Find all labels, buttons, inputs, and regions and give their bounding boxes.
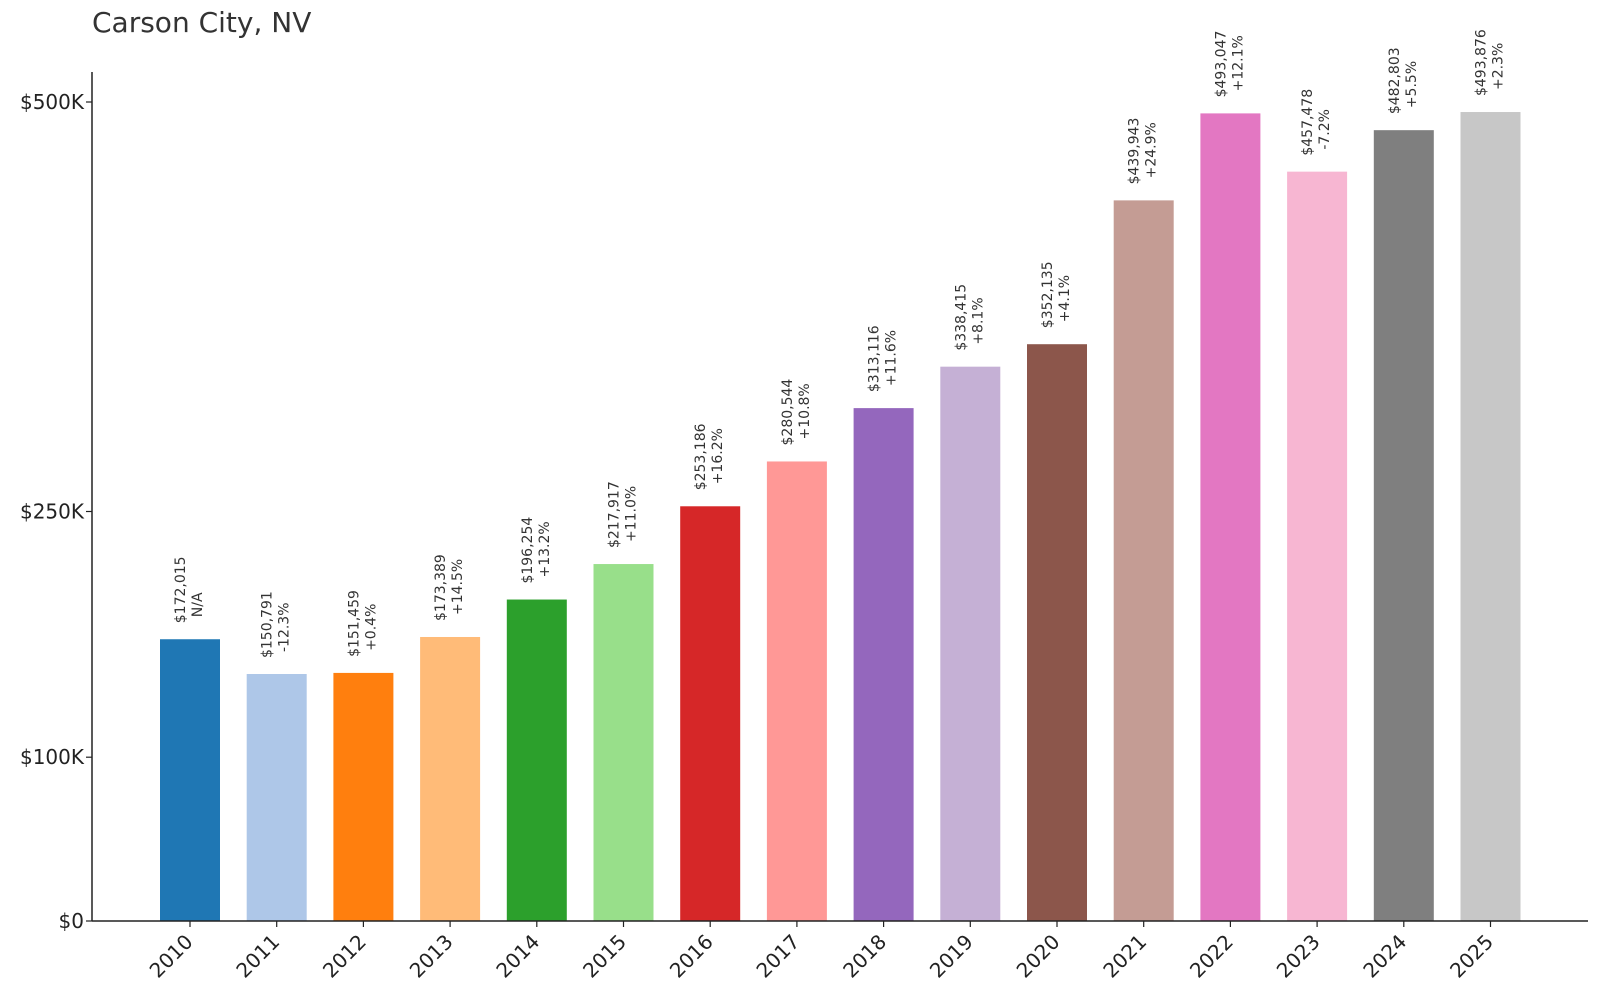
bar-2023 bbox=[1287, 171, 1348, 922]
change-label: +10.8% bbox=[797, 383, 813, 439]
value-label: $150,791 bbox=[260, 591, 276, 658]
bar-2014 bbox=[506, 599, 567, 921]
change-label: +16.2% bbox=[710, 428, 726, 484]
bar-2013 bbox=[420, 636, 481, 921]
value-label: $151,459 bbox=[346, 590, 362, 657]
value-label: $313,116 bbox=[867, 325, 883, 392]
bar-2017 bbox=[766, 461, 827, 921]
change-label: +11.0% bbox=[624, 486, 640, 542]
x-tick-label: 2022 bbox=[1185, 930, 1238, 983]
value-label: $196,254 bbox=[520, 517, 536, 584]
x-tick-label: 2012 bbox=[318, 930, 371, 983]
value-label: $493,876 bbox=[1474, 29, 1490, 96]
change-label: -7.2% bbox=[1317, 109, 1333, 150]
bar-2010 bbox=[160, 639, 220, 921]
value-label: $172,015 bbox=[173, 556, 189, 623]
change-label: +11.6% bbox=[884, 330, 900, 386]
value-label: $253,186 bbox=[693, 423, 709, 490]
change-label: +5.5% bbox=[1404, 61, 1420, 108]
y-tick-label: $100K bbox=[20, 745, 85, 769]
value-label: $493,047 bbox=[1213, 31, 1229, 98]
x-tick-label: 2011 bbox=[231, 930, 284, 983]
y-tick-label: $500K bbox=[20, 90, 85, 114]
x-tick-label: 2021 bbox=[1098, 930, 1151, 983]
x-tick-label: 2019 bbox=[925, 930, 978, 983]
x-tick-label: 2023 bbox=[1272, 930, 1325, 983]
bar-2015 bbox=[593, 564, 654, 921]
value-label: $280,544 bbox=[780, 379, 796, 446]
value-label: $482,803 bbox=[1387, 47, 1403, 114]
bar-2024 bbox=[1373, 130, 1434, 921]
value-label: $352,135 bbox=[1040, 261, 1056, 328]
change-label: -12.3% bbox=[277, 602, 293, 652]
bar-2018 bbox=[853, 408, 914, 922]
chart-title: Carson City, NV bbox=[92, 6, 312, 39]
y-tick-label: $0 bbox=[59, 909, 84, 933]
change-label: +2.3% bbox=[1491, 43, 1507, 90]
change-label: +8.1% bbox=[970, 297, 986, 344]
bar-2020 bbox=[1027, 344, 1087, 921]
value-label: $457,478 bbox=[1300, 89, 1316, 156]
x-tick-label: 2018 bbox=[838, 930, 891, 983]
change-label: +13.2% bbox=[537, 521, 553, 577]
x-tick-label: 2020 bbox=[1012, 930, 1065, 983]
change-label: +24.9% bbox=[1144, 122, 1160, 178]
x-tick-label: 2014 bbox=[491, 930, 544, 983]
value-label: $217,917 bbox=[607, 481, 623, 548]
bar-2011 bbox=[246, 674, 307, 921]
bar-2019 bbox=[940, 366, 1001, 921]
change-label: +0.4% bbox=[363, 604, 379, 651]
bar-2012 bbox=[333, 672, 394, 921]
change-label: +4.1% bbox=[1057, 275, 1073, 322]
x-tick-label: 2024 bbox=[1358, 930, 1411, 983]
bar-2016 bbox=[680, 506, 741, 921]
change-label: +12.1% bbox=[1230, 35, 1246, 91]
x-tick-label: 2025 bbox=[1445, 930, 1498, 983]
bar-2021 bbox=[1113, 200, 1174, 922]
value-label: $439,943 bbox=[1127, 118, 1143, 185]
value-label: $338,415 bbox=[953, 284, 969, 351]
y-tick-label: $250K bbox=[20, 500, 85, 524]
x-tick-label: 2015 bbox=[578, 930, 631, 983]
change-label: N/A bbox=[190, 592, 206, 617]
bars-group bbox=[160, 112, 1521, 922]
x-tick-label: 2016 bbox=[665, 930, 718, 983]
x-tick-label: 2013 bbox=[405, 930, 458, 983]
x-tick-label: 2017 bbox=[751, 930, 804, 983]
x-tick-label: 2010 bbox=[145, 930, 198, 983]
labels-group: $172,015 N/A $150,791 -12.3% $151,459 +0.4% $1… bbox=[173, 29, 1507, 658]
change-label: +14.5% bbox=[450, 559, 466, 615]
bar-2022 bbox=[1200, 113, 1261, 921]
value-label: $173,389 bbox=[433, 554, 449, 621]
bar-2025 bbox=[1460, 112, 1521, 921]
